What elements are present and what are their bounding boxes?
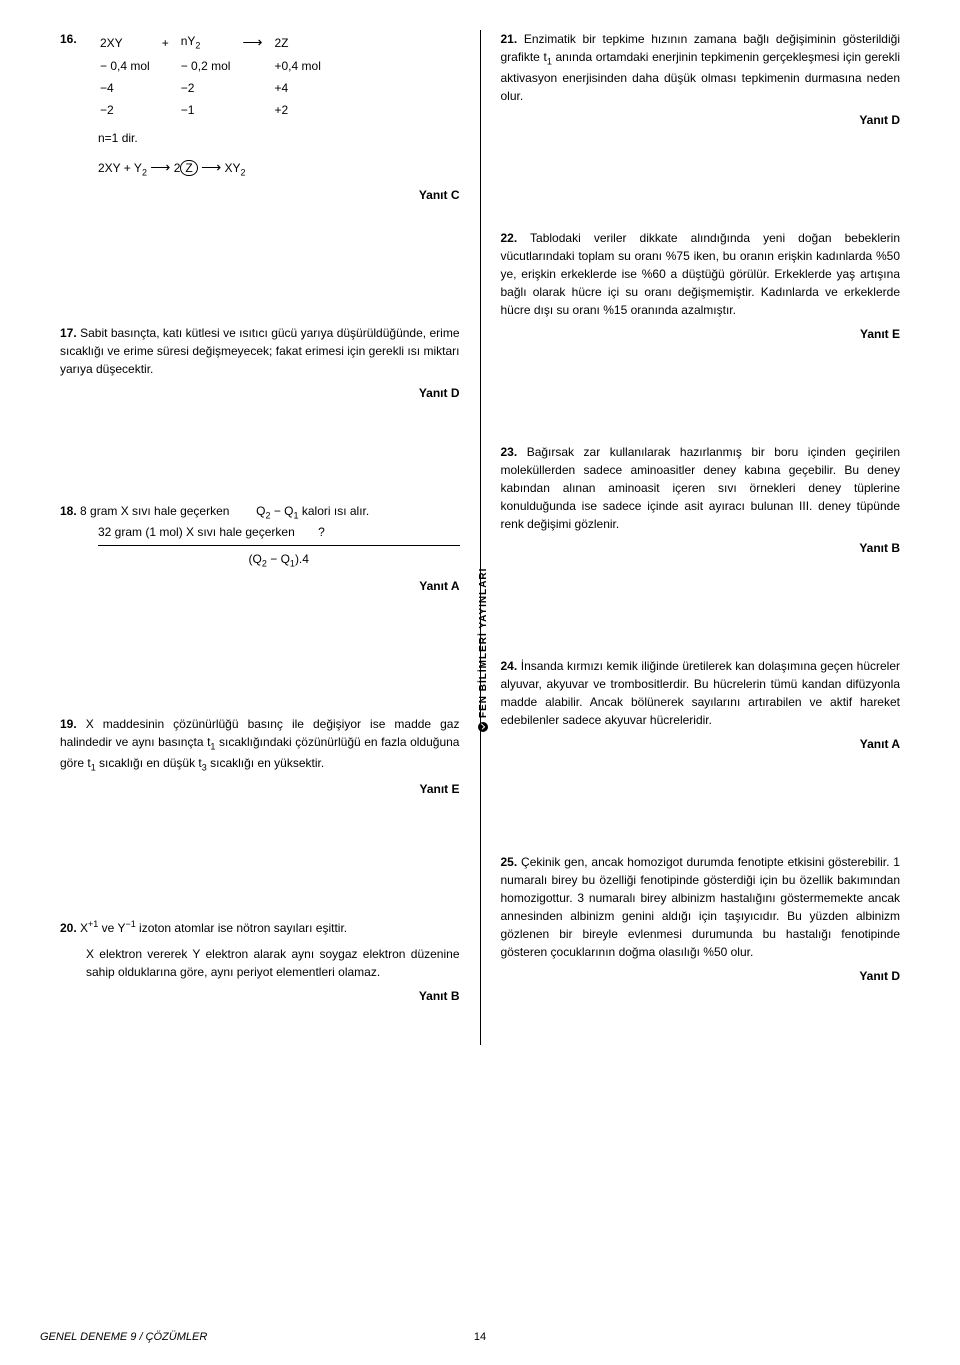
q16-h3: nY2 xyxy=(181,32,241,55)
publisher-logo-icon xyxy=(478,722,488,732)
q18-l1c: − Q xyxy=(270,504,293,518)
question-16: 16. 2XY + nY2 ⟶ 2Z − 0,4 mol − 0,2 mol +… xyxy=(60,30,460,204)
q16-circled-z: Z xyxy=(180,160,197,176)
q23-answer: Yanıt B xyxy=(501,539,901,557)
q16-h2: + xyxy=(162,32,179,55)
q16-r2b: 2 xyxy=(174,161,181,175)
q16-r2c3: −2 xyxy=(181,79,241,99)
question-18: 18. 8 gram X sıvı hale geçerken Q2 − Q1 … xyxy=(60,502,460,595)
q19-text: X maddesinin çözünürlüğü basınç ile deği… xyxy=(60,717,459,770)
q20-para2: X elektron vererek Y elektron alarak ayn… xyxy=(86,945,460,981)
q21-answer: Yanıt D xyxy=(501,111,901,129)
q16-n1: n=1 dir. xyxy=(98,129,460,147)
q20-t3: izoton atomlar ise nötron sayıları eşitt… xyxy=(136,921,347,935)
q18-l2b: ? xyxy=(318,525,325,539)
q18-l2a: 32 gram (1 mol) X sıvı hale geçerken xyxy=(98,525,295,539)
q16-r2a: 2XY + Y xyxy=(98,161,142,175)
q16-r1c1: − 0,4 mol xyxy=(100,57,160,77)
q22-answer: Yanıt E xyxy=(501,325,901,343)
q16-answer: Yanıt C xyxy=(60,186,460,204)
question-20: 20. X+1 ve Y−1 izoton atomlar ise nötron… xyxy=(60,918,460,1005)
q24-text: İnsanda kırmızı kemik iliğinde üretilere… xyxy=(501,659,901,727)
q18-line2: 32 gram (1 mol) X sıvı hale geçerken ? xyxy=(98,523,460,546)
q17-answer: Yanıt D xyxy=(60,384,460,402)
q18-l3c: ).4 xyxy=(295,552,309,566)
q21-text: Enzimatik bir tepkime hızının zamana bağ… xyxy=(501,32,901,103)
q24-number: 24. xyxy=(501,659,518,673)
publisher-vertical-label: FEN BİLİMLERİ YAYINLARI xyxy=(476,568,491,732)
footer-left: GENEL DENEME 9 / ÇÖZÜMLER xyxy=(40,1329,207,1346)
q16-r2as: 2 xyxy=(142,167,147,177)
q22-text: Tablodaki veriler dikkate alındığında ye… xyxy=(501,231,901,317)
question-23: 23. Bağırsak zar kullanılarak hazırlanmı… xyxy=(501,443,901,557)
q22-number: 22. xyxy=(501,231,518,245)
q20-answer: Yanıt B xyxy=(60,987,460,1005)
q25-number: 25. xyxy=(501,855,518,869)
publisher-label-text: FEN BİLİMLERİ YAYINLARI xyxy=(478,568,489,718)
q18-l3a: (Q xyxy=(249,552,262,566)
question-17: 17. Sabit basınçta, katı kütlesi ve ısıt… xyxy=(60,324,460,402)
q16-number: 16. xyxy=(60,32,77,46)
q21-number: 21. xyxy=(501,32,518,46)
q16-arr2: ⟶ xyxy=(201,157,221,178)
q18-l3b: − Q xyxy=(267,552,290,566)
q18-l1d: kalori ısı alır. xyxy=(299,504,370,518)
q20-number: 20. xyxy=(60,921,77,935)
q16-r1c5: +0,4 mol xyxy=(275,57,331,77)
question-19: 19. X maddesinin çözünürlüğü basınç ile … xyxy=(60,715,460,799)
q18-answer: Yanıt A xyxy=(60,577,460,595)
q17-number: 17. xyxy=(60,326,77,340)
q16-r2c: XY xyxy=(225,161,241,175)
q16-r2cs: 2 xyxy=(241,167,246,177)
q16-arrow: ⟶ xyxy=(242,32,272,55)
q23-text: Bağırsak zar kullanılarak hazırlanmış bi… xyxy=(501,445,901,531)
question-25: 25. Çekinik gen, ancak homozigot durumda… xyxy=(501,853,901,985)
q25-text: Çekinik gen, ancak homozigot durumda fen… xyxy=(501,855,901,959)
q24-answer: Yanıt A xyxy=(501,735,901,753)
footer-page-number: 14 xyxy=(474,1329,486,1346)
q19-answer: Yanıt E xyxy=(60,780,460,798)
q16-r2c5: +4 xyxy=(275,79,331,99)
question-21: 21. Enzimatik bir tepkime hızının zamana… xyxy=(501,30,901,129)
q20-sup1: +1 xyxy=(88,919,98,929)
question-22: 22. Tablodaki veriler dikkate alındığınd… xyxy=(501,229,901,343)
q18-line3: (Q2 − Q1).4 xyxy=(98,550,460,571)
q18-l1a: 8 gram X sıvı hale geçerken xyxy=(80,504,229,518)
q16-h3b: 2 xyxy=(195,40,200,50)
q20-t2: ve Y xyxy=(98,921,125,935)
q16-r1c3: − 0,2 mol xyxy=(181,57,241,77)
q18-number: 18. xyxy=(60,504,77,518)
question-24: 24. İnsanda kırmızı kemik iliğinde üreti… xyxy=(501,657,901,753)
q19-number: 19. xyxy=(60,717,77,731)
q16-h3a: nY xyxy=(181,34,196,48)
q21-t2: anında ortamdaki enerjinin tepkimenin ge… xyxy=(501,50,901,103)
q16-reaction-table: 2XY + nY2 ⟶ 2Z − 0,4 mol − 0,2 mol +0,4 … xyxy=(98,30,333,123)
q16-r3c1: −2 xyxy=(100,101,160,121)
q16-r3c5: +2 xyxy=(275,101,331,121)
q19-t4: sıcaklığı en yüksektir. xyxy=(207,756,324,770)
q16-r3c3: −1 xyxy=(181,101,241,121)
q16-r2c1: −4 xyxy=(100,79,160,99)
q16-arr1: ⟶ xyxy=(150,157,170,178)
q16-h5: 2Z xyxy=(275,32,331,55)
q20-t1: X xyxy=(80,921,88,935)
q20-sup2: −1 xyxy=(125,919,135,929)
q17-text: Sabit basınçta, katı kütlesi ve ısıtıcı … xyxy=(60,326,460,376)
q23-number: 23. xyxy=(501,445,518,459)
q16-h1: 2XY xyxy=(100,32,160,55)
q19-t3: sıcaklığı en düşük t xyxy=(96,756,202,770)
q16-reac2: 2XY + Y2 ⟶ 2Z ⟶ XY2 xyxy=(98,157,460,180)
q25-answer: Yanıt D xyxy=(501,967,901,985)
